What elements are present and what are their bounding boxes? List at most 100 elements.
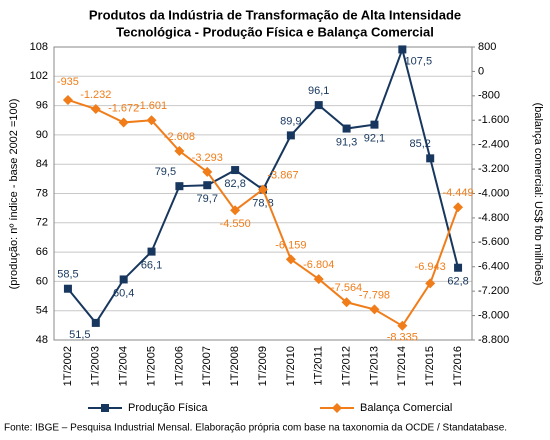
marker — [230, 205, 241, 216]
marker — [453, 202, 464, 213]
legend-label: Produção Física — [128, 402, 208, 414]
y-tick-label: 84 — [36, 158, 48, 170]
marker — [202, 166, 213, 177]
data-label: 60,4 — [113, 287, 134, 299]
marker — [370, 120, 379, 129]
y2-tick-label: -4.800 — [478, 212, 509, 224]
y-tick-label: 48 — [36, 334, 48, 346]
data-label: -8.335 — [387, 332, 418, 344]
marker — [91, 318, 100, 327]
data-label: 107,5 — [405, 55, 433, 67]
data-label: -2.608 — [164, 131, 195, 143]
y2-tick-label: -8.000 — [478, 309, 509, 321]
x-tick-label: 1T/2003 — [90, 346, 102, 386]
y2-axis-label: (balança comercial: US$ fob milhões) — [532, 103, 544, 286]
data-label: -1.232 — [80, 89, 111, 101]
marker — [397, 320, 408, 331]
y-tick-label: 96 — [36, 100, 48, 112]
x-tick-label: 1T/2015 — [424, 346, 436, 386]
y-tick-label: 108 — [30, 41, 48, 53]
marker — [258, 184, 268, 195]
data-label: -3.867 — [267, 169, 298, 181]
marker — [175, 182, 184, 191]
x-tick-label: 1T/2009 — [257, 346, 269, 386]
data-label: -1.601 — [136, 100, 167, 112]
x-tick-label: 1T/2004 — [118, 346, 130, 386]
marker — [426, 154, 435, 163]
y-axis-label: (produção: nº índice - base 2002 =100) — [8, 99, 20, 290]
y2-tick-label: -2.400 — [478, 139, 509, 151]
marker — [203, 181, 212, 190]
data-label: 58,5 — [57, 269, 78, 281]
y-tick-label: 66 — [36, 246, 48, 258]
data-label: 92,1 — [364, 133, 385, 145]
source-note: Fonte: IBGE – Pesquisa Industrial Mensal… — [4, 423, 507, 434]
marker — [454, 263, 463, 272]
marker — [118, 117, 129, 128]
y2-tick-label: -5.600 — [478, 236, 509, 248]
data-label: -7.564 — [331, 282, 362, 294]
y2-tick-label: -8.800 — [478, 334, 509, 346]
y-tick-label: 60 — [36, 275, 48, 287]
marker — [286, 131, 295, 140]
marker — [231, 166, 240, 175]
data-label: 79,5 — [155, 166, 176, 178]
data-label: 96,1 — [308, 85, 329, 97]
marker — [146, 115, 157, 126]
x-tick-label: 1T/2002 — [62, 346, 74, 386]
data-label: -6.159 — [275, 239, 306, 251]
y2-tick-label: -3.200 — [478, 163, 509, 175]
marker — [62, 94, 73, 105]
data-label: 82,8 — [224, 178, 245, 190]
y2-tick-label: -1.600 — [478, 114, 509, 126]
data-label: 91,3 — [336, 136, 357, 148]
marker — [101, 404, 109, 412]
data-label: 66,1 — [141, 260, 162, 272]
marker — [147, 247, 156, 256]
marker — [119, 275, 128, 284]
marker — [90, 104, 101, 115]
marker — [398, 45, 407, 54]
data-label: -4.449 — [442, 187, 473, 199]
x-tick-label: 1T/2006 — [173, 346, 185, 386]
x-tick-label: 1T/2005 — [145, 346, 157, 386]
data-label: 62,8 — [447, 276, 468, 288]
x-tick-label: 1T/2014 — [396, 346, 408, 386]
marker — [285, 254, 296, 265]
chart-title: Produtos da Indústria de Transformação d… — [89, 7, 461, 22]
plot-frame — [53, 46, 473, 341]
data-label: -6.804 — [303, 259, 334, 271]
marker — [314, 101, 323, 110]
marker — [63, 284, 72, 293]
data-label: -3.293 — [192, 152, 223, 164]
marker — [425, 278, 436, 289]
chart-title: Tecnológica - Produção Física e Balança … — [116, 24, 434, 39]
x-tick-label: 1T/2016 — [452, 346, 464, 386]
data-label: -4.550 — [220, 218, 251, 230]
y2-tick-label: 0 — [478, 65, 484, 77]
x-tick-label: 1T/2013 — [368, 346, 380, 386]
data-label: 51,5 — [69, 329, 90, 341]
marker — [332, 403, 342, 413]
x-tick-label: 1T/2008 — [229, 346, 241, 386]
marker — [341, 297, 352, 308]
x-tick-label: 1T/2012 — [341, 346, 353, 386]
x-tick-label: 1T/2010 — [285, 346, 297, 386]
x-tick-label: 1T/2007 — [201, 346, 213, 386]
x-tick-label: 1T/2011 — [313, 346, 325, 386]
marker — [313, 274, 324, 285]
data-label: -1.672 — [108, 102, 139, 114]
data-label: 79,7 — [197, 193, 218, 205]
y2-tick-label: -7.200 — [478, 285, 509, 297]
data-label: -935 — [57, 76, 79, 88]
y2-tick-label: 800 — [478, 41, 496, 53]
data-label: 85,2 — [409, 138, 430, 150]
y-tick-label: 102 — [30, 70, 48, 82]
data-label: -6.943 — [415, 261, 446, 273]
marker — [342, 124, 351, 133]
legend-label: Balança Comercial — [360, 402, 452, 414]
y-tick-label: 90 — [36, 129, 48, 141]
marker — [369, 304, 380, 315]
marker — [174, 146, 185, 157]
